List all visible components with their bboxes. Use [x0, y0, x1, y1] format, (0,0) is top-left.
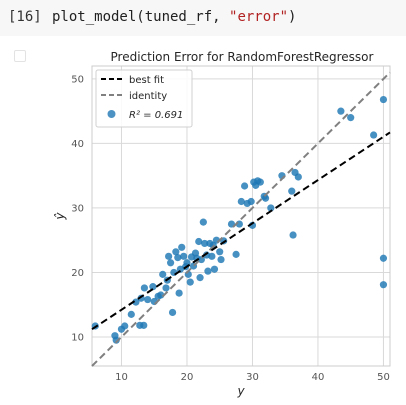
data-point	[159, 270, 167, 278]
data-point	[180, 252, 188, 260]
data-point	[165, 252, 173, 260]
legend-r2-label: R² = 0.691	[129, 110, 183, 121]
x-tick-label: 30	[246, 372, 259, 383]
data-point	[204, 267, 212, 275]
x-tick-labels: 10 20 30 40 50	[115, 372, 390, 383]
legend-box	[95, 69, 193, 128]
output-toggle-icon[interactable]	[14, 50, 26, 62]
data-point	[217, 255, 225, 264]
data-point	[208, 252, 216, 260]
y-axis-label: ŷ	[53, 212, 67, 221]
scatter-points	[91, 95, 388, 344]
data-point	[121, 322, 129, 330]
code-function: plot_model(tuned_rf,	[52, 9, 230, 25]
x-tick-label: 50	[377, 372, 390, 383]
data-point	[186, 278, 194, 286]
data-point	[237, 197, 245, 206]
data-point	[379, 95, 388, 104]
data-point	[172, 248, 180, 256]
y-tick-label: 10	[71, 332, 84, 343]
y-tick-label: 20	[71, 268, 84, 279]
best-fit-line	[91, 131, 391, 331]
y-tick-labels: 10 20 30 40 50	[71, 74, 84, 343]
data-point	[199, 218, 207, 226]
data-point	[162, 284, 170, 292]
y-tick-label: 30	[71, 203, 84, 214]
y-tick-label: 50	[71, 74, 84, 85]
data-point	[112, 336, 120, 344]
data-point	[127, 310, 135, 318]
data-point	[289, 231, 297, 239]
data-point	[210, 265, 219, 273]
plot-border	[91, 65, 391, 367]
data-point	[379, 281, 388, 289]
data-point	[174, 254, 182, 262]
code-line[interactable]: plot_model(tuned_rf, "error")	[52, 9, 296, 25]
data-point	[157, 291, 165, 299]
x-tick-label: 20	[181, 372, 194, 383]
y-tick-label: 40	[71, 139, 84, 150]
x-tick-label: 40	[312, 372, 325, 383]
data-point	[140, 284, 148, 292]
data-point	[294, 173, 302, 181]
data-point	[140, 321, 148, 329]
data-point	[175, 289, 183, 297]
data-point	[256, 178, 264, 186]
data-point	[288, 187, 296, 195]
data-point	[168, 308, 177, 317]
data-point	[370, 131, 378, 139]
data-point	[201, 239, 209, 248]
data-point	[216, 248, 224, 256]
data-point	[166, 259, 175, 267]
identity-line	[91, 71, 391, 367]
data-point	[196, 274, 204, 282]
chart-title: Prediction Error for RandomForestRegress…	[111, 50, 374, 64]
data-point	[337, 107, 345, 115]
data-point	[149, 283, 157, 291]
data-point	[195, 237, 203, 246]
data-point	[347, 114, 355, 122]
legend-points-swatch	[107, 110, 116, 118]
legend-best-fit-label: best fit	[129, 75, 164, 86]
data-point	[267, 204, 275, 212]
legend-identity-label: identity	[129, 91, 167, 102]
code-string-argument: "error"	[229, 9, 289, 25]
data-point	[241, 182, 249, 190]
data-point	[247, 197, 255, 206]
data-point	[379, 254, 388, 262]
data-point	[261, 194, 270, 202]
cell-prompt: [16]	[8, 9, 42, 25]
data-point	[178, 243, 186, 251]
data-point	[144, 295, 152, 304]
x-axis-label: y	[236, 384, 245, 398]
code-close-paren: )	[288, 9, 297, 25]
code-cell[interactable]: [16] plot_model(tuned_rf, "error")	[0, 0, 406, 36]
x-tick-label: 10	[115, 372, 128, 383]
data-point	[232, 250, 240, 258]
data-point	[132, 298, 140, 306]
legend: best fit identity R² = 0.691	[95, 69, 193, 128]
